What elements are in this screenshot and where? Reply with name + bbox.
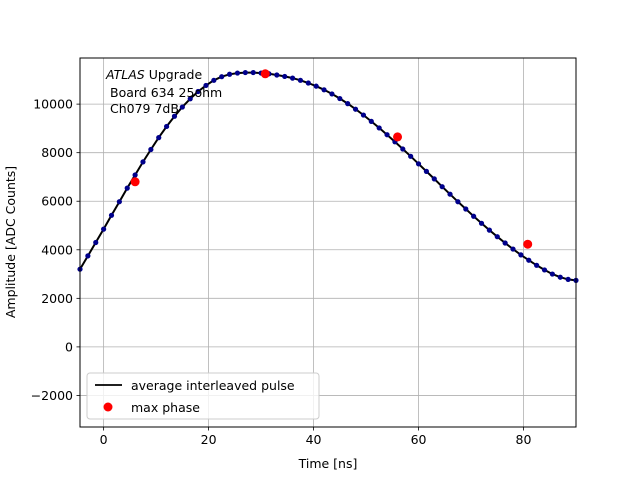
pulse-point xyxy=(526,257,532,263)
y-tick-label: 8000 xyxy=(41,145,73,160)
pulse-point xyxy=(85,253,91,259)
pulse-point xyxy=(565,276,571,282)
pulse-point xyxy=(408,153,414,159)
x-tick-label: 20 xyxy=(201,432,217,447)
pulse-point xyxy=(101,226,107,232)
pulse-point xyxy=(156,135,162,141)
pulse-point xyxy=(234,70,241,76)
annotation-text: ATLAS Upgrade Board 634 25ohm Ch079 7dB xyxy=(105,67,222,116)
x-axis-label: Time [ns] xyxy=(298,456,358,471)
pulse-point xyxy=(242,69,248,76)
pulse-point xyxy=(179,104,185,110)
pulse-point xyxy=(368,118,374,124)
y-tick-label: −2000 xyxy=(31,388,73,403)
pulse-point xyxy=(502,240,508,246)
series-max-phase xyxy=(130,69,533,249)
x-tick-label: 40 xyxy=(306,432,322,447)
pulse-point xyxy=(274,72,280,78)
pulse-point xyxy=(226,71,233,77)
legend: average interleaved pulse max phase xyxy=(86,372,320,420)
y-tick-label: 6000 xyxy=(41,194,73,209)
max-phase-point xyxy=(260,69,270,79)
pulse-point xyxy=(431,176,437,182)
legend-dot-icon xyxy=(103,402,113,412)
pulse-point xyxy=(140,159,146,165)
pulse-point xyxy=(352,106,359,112)
series-average-interleaved-pulse xyxy=(79,71,577,282)
pulse-point xyxy=(195,88,201,95)
pulse-point xyxy=(282,73,288,80)
pulse-point xyxy=(116,199,122,205)
pulse-point xyxy=(494,234,500,240)
pulse-point xyxy=(124,185,130,191)
y-tick-label: 4000 xyxy=(41,242,73,257)
y-tick-label: 10000 xyxy=(33,97,73,112)
series-points xyxy=(77,69,579,283)
max-phase-point xyxy=(130,177,140,187)
max-phase-point xyxy=(523,239,533,249)
pulse-point xyxy=(148,146,154,153)
pulse-point xyxy=(400,146,406,152)
annotation-line-1: ATLAS Upgrade xyxy=(105,67,202,82)
pulse-point xyxy=(313,83,319,89)
pulse-point xyxy=(321,87,327,93)
pulse-point xyxy=(329,91,335,97)
y-axis-label: Amplitude [ADC Counts] xyxy=(3,166,18,318)
pulse-point xyxy=(376,125,382,131)
pulse-point xyxy=(415,161,422,167)
pulse-point xyxy=(360,112,367,118)
pulse-point xyxy=(93,239,99,246)
pulse-point xyxy=(463,206,469,212)
pulse-point xyxy=(164,123,170,130)
pulse-point xyxy=(439,184,445,190)
pulse-point xyxy=(455,199,461,205)
x-tick-label: 0 xyxy=(100,432,108,447)
pulse-point xyxy=(305,80,311,86)
y-tick-label: 0 xyxy=(65,339,73,354)
max-phase-point xyxy=(393,132,403,142)
x-axis: 0 20 40 60 80 xyxy=(100,427,532,447)
annotation-atlas: ATLAS xyxy=(105,67,145,82)
pulse-point xyxy=(557,274,563,280)
pulse-point xyxy=(486,227,492,233)
pulse-point xyxy=(478,220,485,226)
pulse-point xyxy=(345,101,351,107)
plot-frame xyxy=(79,57,577,428)
pulse-point xyxy=(471,213,477,219)
annotation-line-2: Board 634 25ohm xyxy=(110,85,222,100)
annotation-line-3: Ch079 7dB xyxy=(110,101,179,116)
pulse-point xyxy=(289,75,296,81)
pulse-point xyxy=(541,267,548,273)
y-axis: −2000 0 2000 4000 6000 8000 10000 xyxy=(31,97,80,403)
pulse-point xyxy=(534,262,540,268)
pulse-point xyxy=(297,77,304,83)
legend-box xyxy=(86,372,320,420)
pulse-point xyxy=(510,246,516,252)
pulse-point xyxy=(384,132,390,138)
pulse-point xyxy=(250,69,256,76)
pulse-line xyxy=(79,71,577,282)
pulse-point xyxy=(187,96,193,102)
pulse-point xyxy=(447,191,453,197)
pulse-point xyxy=(132,172,138,178)
pulse-point xyxy=(549,271,555,277)
pulse-point xyxy=(219,74,225,80)
pulse-point xyxy=(108,212,115,218)
annotation-upgrade: Upgrade xyxy=(145,67,203,82)
pulse-point xyxy=(337,95,343,102)
legend-label-pulse: average interleaved pulse xyxy=(131,378,295,393)
pulse-point xyxy=(518,252,524,258)
y-tick-label: 2000 xyxy=(41,291,73,306)
pulse-point xyxy=(203,82,209,89)
x-tick-label: 60 xyxy=(411,432,427,447)
pulse-point xyxy=(171,113,178,119)
pulse-point xyxy=(211,77,217,83)
x-tick-label: 80 xyxy=(516,432,532,447)
legend-label-max-phase: max phase xyxy=(131,400,200,415)
pulse-point xyxy=(423,168,430,174)
